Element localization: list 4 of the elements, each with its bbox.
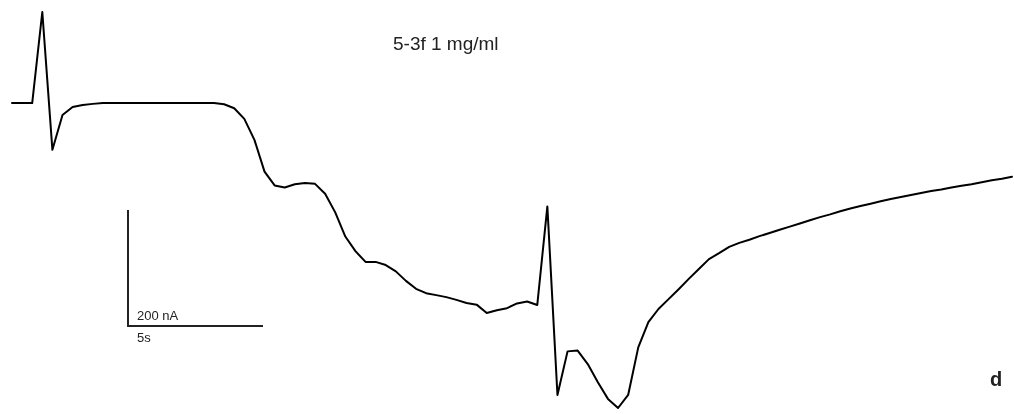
text: 5-3f 1 mg/ml [393,33,499,55]
annotation: 5s [137,330,151,345]
annotation: d [990,368,1003,391]
annotation: 200 nA [137,308,179,323]
